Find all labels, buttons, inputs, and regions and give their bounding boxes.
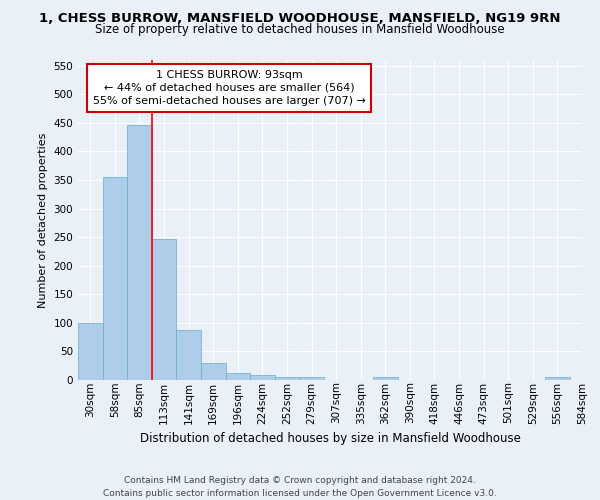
Bar xyxy=(176,330,201,380)
Bar xyxy=(545,377,570,380)
X-axis label: Distribution of detached houses by size in Mansfield Woodhouse: Distribution of detached houses by size … xyxy=(140,432,520,445)
Bar xyxy=(103,177,127,380)
Bar xyxy=(250,375,275,380)
Bar xyxy=(152,240,176,380)
Text: Contains HM Land Registry data © Crown copyright and database right 2024.
Contai: Contains HM Land Registry data © Crown c… xyxy=(103,476,497,498)
Bar xyxy=(275,377,299,380)
Bar xyxy=(299,377,324,380)
Bar xyxy=(373,377,398,380)
Bar xyxy=(226,372,250,380)
Bar xyxy=(127,124,152,380)
Text: Size of property relative to detached houses in Mansfield Woodhouse: Size of property relative to detached ho… xyxy=(95,22,505,36)
Text: 1, CHESS BURROW, MANSFIELD WOODHOUSE, MANSFIELD, NG19 9RN: 1, CHESS BURROW, MANSFIELD WOODHOUSE, MA… xyxy=(39,12,561,26)
Bar xyxy=(201,363,226,380)
Text: 1 CHESS BURROW: 93sqm
← 44% of detached houses are smaller (564)
55% of semi-det: 1 CHESS BURROW: 93sqm ← 44% of detached … xyxy=(93,70,365,106)
Bar xyxy=(78,323,103,380)
Y-axis label: Number of detached properties: Number of detached properties xyxy=(38,132,48,308)
